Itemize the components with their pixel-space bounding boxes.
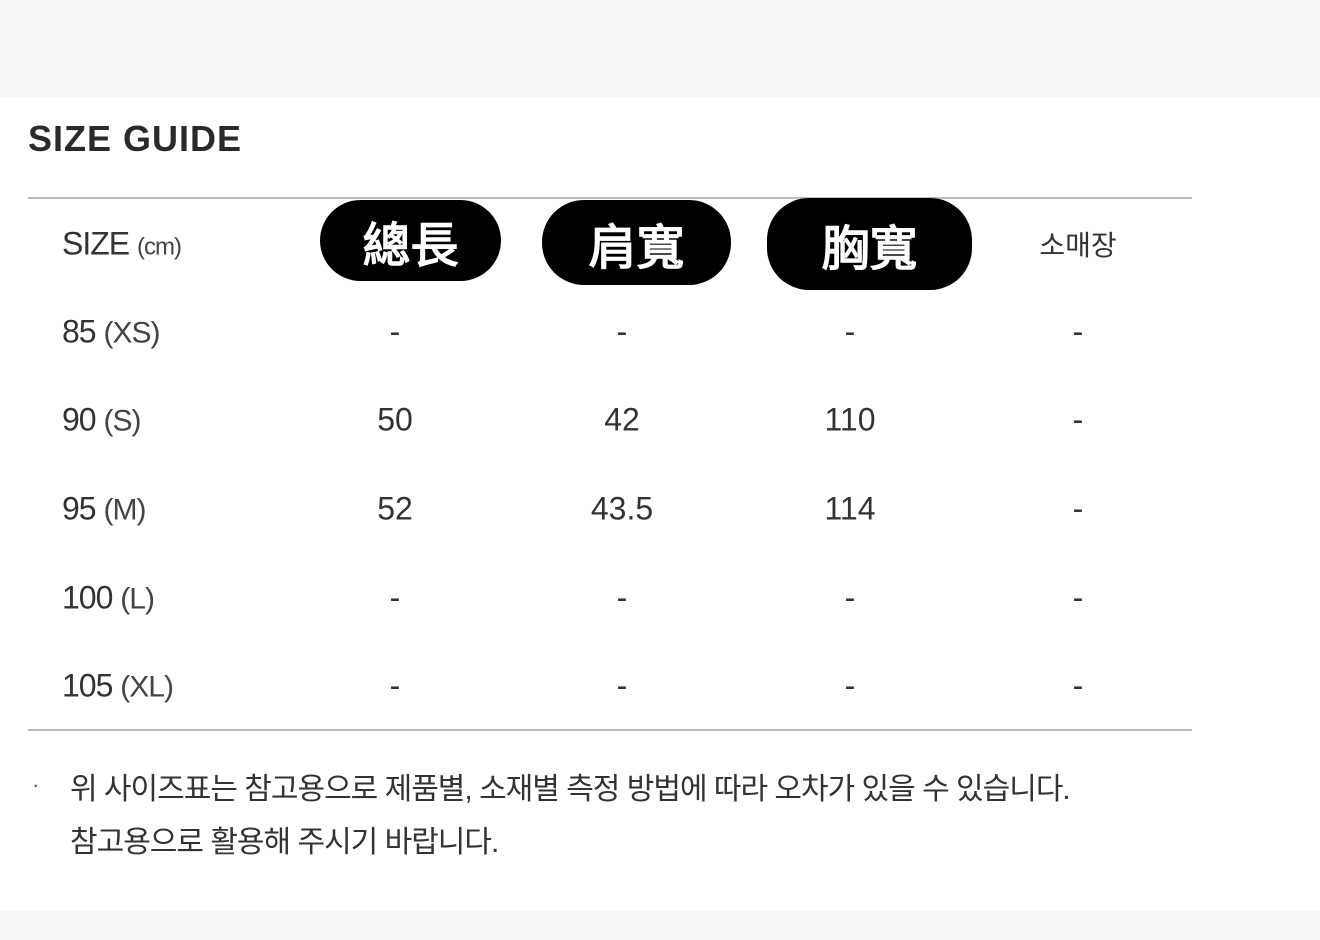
table-cell: 110 xyxy=(824,401,876,438)
size-number: 95 xyxy=(62,490,97,527)
table-cell: - xyxy=(1072,667,1084,704)
table-top-divider xyxy=(28,197,1192,199)
column-header-shoulder-width: 肩寬 xyxy=(542,200,731,285)
size-code: (XS) xyxy=(103,316,160,350)
table-cell: 50 xyxy=(377,401,413,438)
note-line-1: 위 사이즈표는 참고용으로 제품별, 소재별 측정 방법에 따라 오차가 있을 … xyxy=(70,773,1071,806)
table-cell: - xyxy=(1072,313,1084,350)
size-code: (S) xyxy=(103,404,141,438)
page-title: SIZE GUIDE xyxy=(28,118,243,159)
table-cell: - xyxy=(616,579,628,616)
column-header-chest-width: 胸寬 xyxy=(767,198,972,290)
size-header: SIZE (cm) xyxy=(62,225,182,263)
table-row-size-label: 95 (M) xyxy=(62,490,146,528)
note-bullet: · xyxy=(32,772,40,797)
table-row-size-label: 90 (S) xyxy=(62,401,141,439)
size-number: 85 xyxy=(62,313,97,350)
table-cell: 43.5 xyxy=(590,490,654,527)
table-cell: - xyxy=(389,667,401,704)
size-header-label: SIZE xyxy=(62,225,130,262)
size-number: 100 xyxy=(62,579,113,616)
table-cell: 114 xyxy=(824,490,876,527)
size-code: (M) xyxy=(103,493,146,527)
column-header-total-length: 總長 xyxy=(320,200,501,281)
table-cell: - xyxy=(844,667,856,704)
size-number: 90 xyxy=(62,401,97,438)
table-cell: - xyxy=(389,313,401,350)
table-row-size-label: 85 (XS) xyxy=(62,313,160,351)
table-cell: - xyxy=(616,667,628,704)
table-bottom-divider xyxy=(28,729,1192,731)
bottom-band xyxy=(0,910,1320,940)
size-header-unit: (cm) xyxy=(137,233,182,261)
column-header-sleeve-length: 소매장 xyxy=(1039,230,1117,261)
table-cell: - xyxy=(1072,490,1084,527)
table-row-size-label: 105 (XL) xyxy=(62,667,174,705)
table-cell: 42 xyxy=(604,401,640,438)
note-line-2: 참고용으로 활용해 주시기 바랍니다. xyxy=(70,826,499,859)
table-cell: - xyxy=(1072,401,1084,438)
table-cell: - xyxy=(1072,579,1084,616)
table-cell: - xyxy=(844,579,856,616)
table-cell: - xyxy=(389,579,401,616)
size-code: (L) xyxy=(120,582,155,616)
table-cell: - xyxy=(616,313,628,350)
table-row-size-label: 100 (L) xyxy=(62,579,155,617)
size-code: (XL) xyxy=(120,670,174,704)
size-number: 105 xyxy=(62,667,113,704)
top-band xyxy=(0,0,1320,97)
table-cell: 52 xyxy=(377,490,413,527)
table-cell: - xyxy=(844,313,856,350)
